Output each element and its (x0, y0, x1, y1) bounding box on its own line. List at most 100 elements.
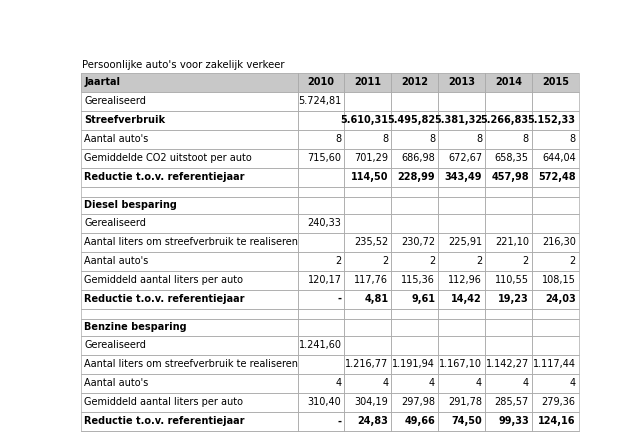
Bar (392, 187, 438, 197)
Bar (438, 290, 485, 308)
Text: Gemiddelde CO2 uitstoot per auto: Gemiddelde CO2 uitstoot per auto (84, 153, 252, 163)
Bar (438, 214, 485, 233)
Bar (485, 233, 532, 252)
Bar (485, 336, 532, 355)
Bar (392, 355, 438, 374)
Bar (298, 412, 345, 431)
Bar (298, 111, 345, 130)
Text: Reductie t.o.v. referentiejaar: Reductie t.o.v. referentiejaar (84, 416, 245, 426)
Bar (438, 336, 485, 355)
Bar (532, 319, 579, 336)
Bar (345, 252, 392, 271)
Text: -: - (338, 294, 341, 304)
Bar (392, 73, 438, 92)
Text: Aantal auto's: Aantal auto's (84, 256, 149, 266)
Bar (345, 111, 392, 130)
Bar (485, 412, 532, 431)
Text: Persoonlijke auto's voor zakelijk verkeer: Persoonlijke auto's voor zakelijk verkee… (82, 60, 285, 70)
Bar (298, 355, 345, 374)
Text: 2: 2 (523, 256, 529, 266)
Bar (345, 431, 392, 432)
Text: 24,83: 24,83 (358, 416, 388, 426)
Text: 8: 8 (570, 134, 575, 144)
Bar (485, 111, 532, 130)
Bar (81, 92, 298, 111)
Text: 4,81: 4,81 (364, 294, 388, 304)
Bar (81, 319, 298, 336)
Text: 715,60: 715,60 (307, 153, 341, 163)
Bar (345, 374, 392, 393)
Text: 2: 2 (429, 256, 435, 266)
Text: 8: 8 (476, 134, 482, 144)
Bar (298, 393, 345, 412)
Text: 672,67: 672,67 (448, 153, 482, 163)
Text: 120,17: 120,17 (307, 275, 341, 285)
Text: 108,15: 108,15 (542, 275, 575, 285)
Bar (532, 290, 579, 308)
Bar (532, 412, 579, 431)
Bar (298, 130, 345, 149)
Bar (392, 319, 438, 336)
Bar (81, 271, 298, 290)
Bar (485, 393, 532, 412)
Text: 291,78: 291,78 (448, 397, 482, 407)
Bar (392, 149, 438, 168)
Bar (532, 233, 579, 252)
Text: Benzine besparing: Benzine besparing (84, 322, 187, 332)
Text: 2: 2 (335, 256, 341, 266)
Bar (438, 233, 485, 252)
Bar (438, 431, 485, 432)
Bar (81, 149, 298, 168)
Bar (298, 214, 345, 233)
Bar (345, 308, 392, 319)
Text: 8: 8 (429, 134, 435, 144)
Bar (485, 214, 532, 233)
Text: 8: 8 (523, 134, 529, 144)
Text: 4: 4 (429, 378, 435, 388)
Bar (298, 319, 345, 336)
Bar (392, 252, 438, 271)
Text: 2: 2 (570, 256, 575, 266)
Bar (298, 92, 345, 111)
Bar (81, 308, 298, 319)
Text: Aantal liters om streefverbruik te realiseren: Aantal liters om streefverbruik te reali… (84, 359, 298, 369)
Bar (345, 233, 392, 252)
Bar (438, 111, 485, 130)
Bar (81, 214, 298, 233)
Text: 49,66: 49,66 (404, 416, 435, 426)
Bar (81, 431, 298, 432)
Bar (532, 374, 579, 393)
Bar (485, 355, 532, 374)
Bar (298, 168, 345, 187)
Text: Reductie t.o.v. referentiejaar: Reductie t.o.v. referentiejaar (84, 172, 245, 182)
Bar (392, 336, 438, 355)
Bar (485, 149, 532, 168)
Bar (485, 168, 532, 187)
Bar (392, 214, 438, 233)
Bar (298, 308, 345, 319)
Bar (298, 290, 345, 308)
Bar (438, 252, 485, 271)
Text: 8: 8 (336, 134, 341, 144)
Bar (438, 197, 485, 214)
Bar (532, 187, 579, 197)
Text: 112,96: 112,96 (448, 275, 482, 285)
Bar (438, 187, 485, 197)
Text: Gerealiseerd: Gerealiseerd (84, 340, 146, 350)
Bar (298, 149, 345, 168)
Bar (532, 149, 579, 168)
Text: 4: 4 (336, 378, 341, 388)
Text: 5.495,82: 5.495,82 (387, 115, 435, 125)
Bar (485, 431, 532, 432)
Bar (81, 355, 298, 374)
Text: 285,57: 285,57 (494, 397, 529, 407)
Text: 457,98: 457,98 (491, 172, 529, 182)
Bar (81, 168, 298, 187)
Text: 1.241,60: 1.241,60 (298, 340, 341, 350)
Text: Gerealiseerd: Gerealiseerd (84, 218, 146, 229)
Bar (298, 336, 345, 355)
Text: 117,76: 117,76 (354, 275, 388, 285)
Bar (438, 149, 485, 168)
Bar (345, 336, 392, 355)
Bar (392, 130, 438, 149)
